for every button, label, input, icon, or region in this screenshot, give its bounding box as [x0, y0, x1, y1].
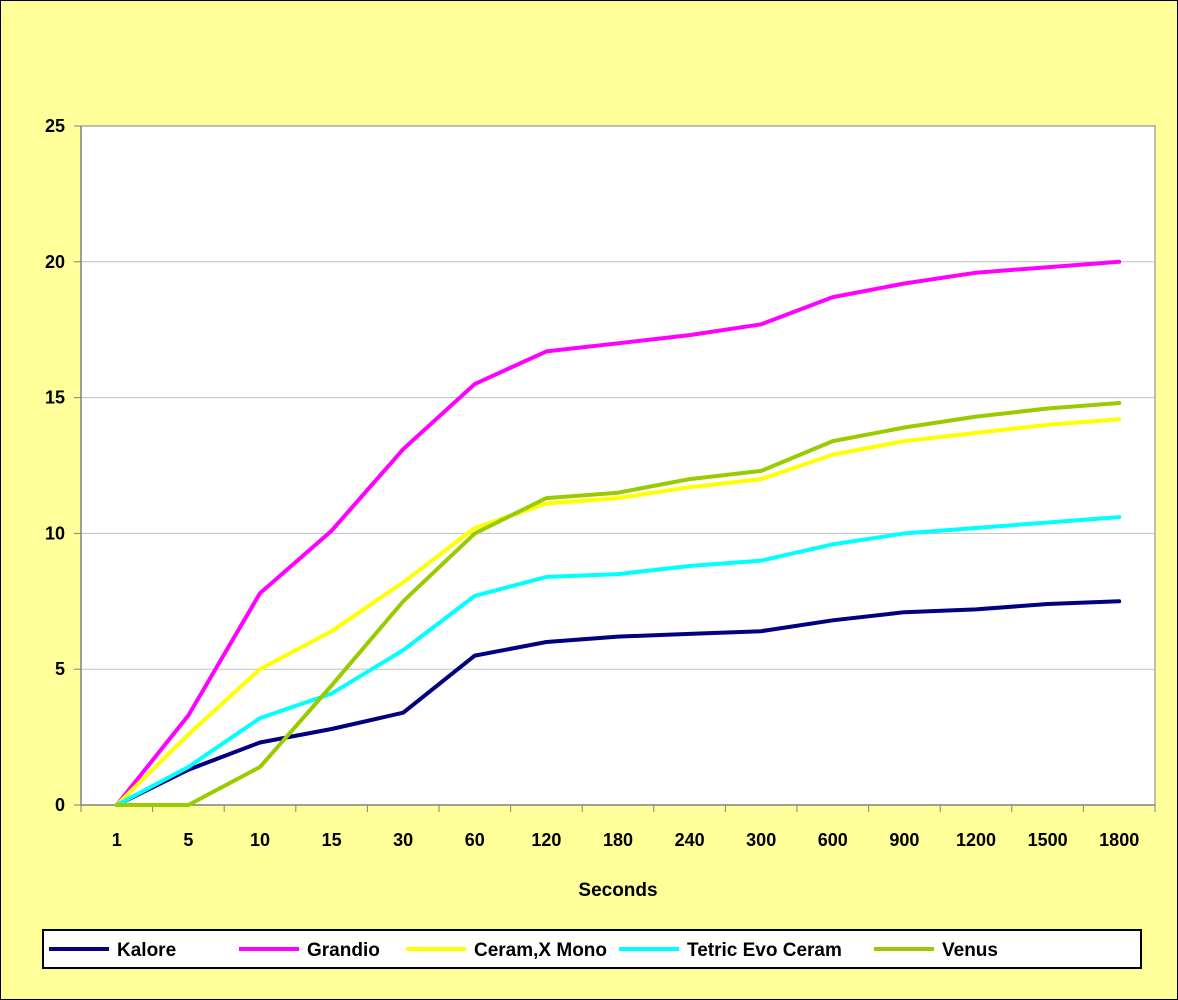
x-tick-label: 1800	[1099, 830, 1139, 850]
x-tick-labels: 1 5 10 15 30 60 120 180 240 300 600 900 1200 1500 1800	[112, 830, 1139, 850]
legend-label: Venus	[942, 940, 998, 961]
legend-box	[42, 929, 1142, 969]
series-line-grandio	[114, 259, 1122, 807]
y-tick-label: 5	[55, 659, 65, 679]
legend-label: Tetric Evo Ceram	[687, 940, 842, 961]
y-tick-label: 20	[45, 252, 65, 272]
legend: Kalore Grandio Ceram,X Mono Tetric Evo Cera…	[42, 929, 1142, 969]
x-tick-label: 300	[746, 830, 776, 850]
plot-area	[80, 125, 1156, 806]
y-tick-label: 25	[45, 116, 65, 136]
series-line-tetric-evo-ceram	[114, 515, 1122, 807]
x-tick-label: 30	[393, 830, 413, 850]
x-tick-label: 600	[818, 830, 848, 850]
x-tick-label: 900	[889, 830, 919, 850]
x-tick-label: 180	[603, 830, 633, 850]
y-tick-label: 10	[45, 523, 65, 543]
series-line-venus	[114, 401, 1122, 807]
series-lines	[114, 259, 1122, 807]
gridlines	[81, 261, 1155, 670]
legend-label: Ceram,X Mono	[474, 940, 607, 961]
x-axis-title: Seconds	[578, 880, 657, 901]
x-tick-label: 120	[531, 830, 561, 850]
series-line-ceram-x-mono	[114, 417, 1122, 807]
y-tick-labels: 0 5 10 15 20 25	[45, 116, 65, 815]
axes	[74, 125, 1156, 812]
x-tick-label: 1200	[956, 830, 996, 850]
y-tick-label: 0	[55, 795, 65, 815]
legend-label: Grandio	[307, 940, 380, 961]
x-tick-label: 1500	[1028, 830, 1068, 850]
x-tick-label: 10	[250, 830, 270, 850]
legend-label: Kalore	[117, 940, 176, 961]
y-tick-label: 15	[45, 388, 65, 408]
x-tick-label: 5	[183, 830, 193, 850]
x-tick-label: 240	[675, 830, 705, 850]
x-tick-label: 15	[322, 830, 342, 850]
x-tick-label: 60	[465, 830, 485, 850]
x-tick-label: 1	[112, 830, 122, 850]
